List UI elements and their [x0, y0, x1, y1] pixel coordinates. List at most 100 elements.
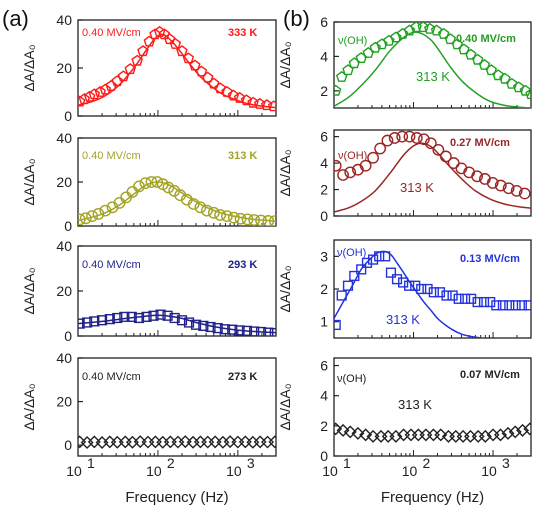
data-point: [486, 177, 499, 189]
x-tick-exponent: 1: [87, 455, 95, 471]
data-point: [334, 319, 341, 331]
plot-frame: [333, 129, 532, 217]
data-point: [214, 209, 227, 221]
data-point: [447, 157, 460, 169]
x-tick-label: 10: [146, 463, 162, 479]
chart-panel-2: 0 20 40 ΔA/ΔA₀ 0.40 MV/cm 313 K: [21, 130, 277, 234]
x-tick-exponent: 2: [167, 455, 175, 471]
data-point: [491, 300, 502, 311]
data-point: [374, 251, 385, 262]
species-label: ν(OH): [338, 150, 367, 162]
data-point: [133, 180, 145, 193]
data-point: [519, 84, 531, 96]
y-axis-label: ΔA/ΔA₀: [277, 41, 293, 88]
data-point: [432, 143, 445, 156]
data-point: [99, 204, 112, 217]
data-point: [465, 48, 477, 60]
x-tick-label: 10: [402, 463, 418, 479]
data-point: [227, 324, 238, 335]
data-point: [240, 94, 253, 106]
data-point: [78, 93, 91, 105]
y-tick-label: 0: [64, 437, 72, 453]
y-tick-label: 4: [320, 388, 328, 404]
data-point: [342, 280, 354, 291]
data-point: [86, 210, 98, 223]
y-tick-label: 2: [320, 418, 328, 434]
field-label: 0.40 MV/cm: [82, 27, 141, 39]
data-point: [396, 130, 409, 143]
y-tick-label: 20: [56, 174, 72, 190]
data-point: [499, 72, 511, 84]
data-point: [471, 429, 485, 443]
data-point: [234, 325, 245, 336]
chart-panel-5: 2 4 6 ΔA/ΔA₀ 0.40 MV/cm ν(OH) 313 K: [277, 14, 532, 109]
data-point: [367, 254, 379, 265]
data-point: [381, 429, 395, 443]
data-point: [471, 53, 484, 65]
data-point: [169, 312, 180, 324]
data-point: [497, 300, 509, 311]
data-point: [381, 134, 394, 147]
data-point: [485, 296, 496, 308]
data-point: [336, 423, 350, 437]
data-point: [336, 290, 347, 301]
data-point: [437, 27, 450, 39]
data-point: [176, 315, 188, 326]
temperature-label: 333 K: [228, 27, 257, 39]
data-point: [145, 176, 158, 188]
fit-curve: [334, 142, 531, 213]
data-point: [463, 429, 477, 443]
data-point: [255, 326, 267, 336]
data-point: [434, 287, 446, 298]
field-label: 0.07 MV/cm: [460, 369, 520, 381]
fit-curve: [334, 31, 531, 108]
field-label: 0.40 MV/cm: [82, 150, 141, 162]
data-point: [422, 283, 433, 295]
data-point: [508, 425, 522, 439]
data-point: [478, 429, 492, 443]
data-point: [78, 95, 86, 107]
data-point: [343, 425, 357, 439]
data-point: [241, 213, 254, 226]
data-point: [182, 52, 195, 64]
data-point: [238, 435, 252, 449]
y-axis-label: ΔA/ΔA₀: [277, 265, 293, 312]
data-point: [88, 88, 101, 100]
data-point: [383, 34, 395, 46]
data-point: [380, 251, 391, 262]
data-point: [104, 314, 115, 325]
data-point: [248, 214, 261, 226]
data-point: [505, 77, 518, 89]
y-axis-label: ΔA/ΔA₀: [21, 158, 37, 205]
data-point: [201, 204, 213, 217]
data-point: [359, 159, 372, 172]
data-point: [391, 274, 403, 285]
data-point: [388, 132, 401, 144]
data-point: [214, 82, 226, 94]
data-point: [212, 323, 223, 334]
data-point: [163, 33, 176, 45]
plot-area: [334, 422, 531, 443]
data-point: [249, 326, 260, 336]
y-tick-label: 40: [56, 12, 72, 28]
data-point: [344, 166, 357, 179]
temperature-label: 313 K: [228, 150, 257, 162]
data-point: [367, 151, 379, 164]
data-point: [205, 321, 216, 333]
data-point: [494, 179, 507, 192]
data-point: [416, 283, 427, 295]
data-point: [223, 435, 237, 449]
data-point: [523, 422, 531, 436]
plot-area: [78, 309, 276, 336]
plot-area: [334, 130, 531, 213]
data-point: [189, 59, 201, 71]
y-axis-label: ΔA/ΔA₀: [277, 149, 293, 196]
x-tick-exponent: 2: [423, 455, 431, 471]
data-point: [111, 75, 124, 87]
data-point: [141, 435, 155, 449]
data-point: [471, 170, 483, 183]
data-point: [466, 293, 477, 304]
data-point: [148, 310, 159, 321]
data-point: [233, 91, 246, 103]
